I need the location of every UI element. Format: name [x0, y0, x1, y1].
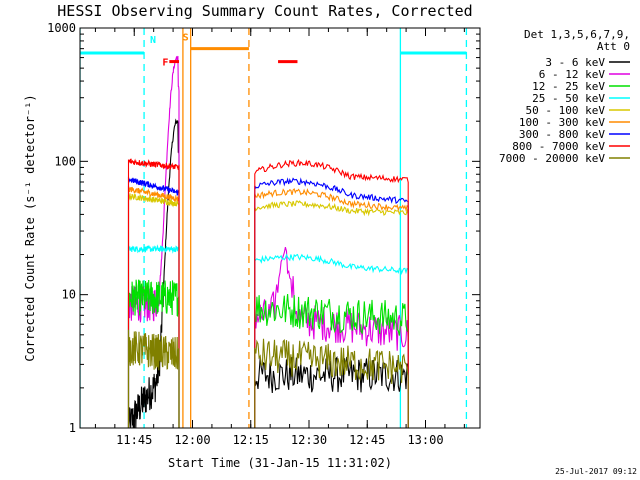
y-tick-label: 1 — [69, 421, 76, 435]
series-8-segment-1 — [254, 338, 409, 428]
series-2-segment-1 — [254, 293, 409, 428]
markers-layer — [80, 28, 468, 428]
x-tick-label: 12:45 — [349, 433, 385, 447]
flag-label-0: N — [150, 35, 156, 46]
series-4-segment-0 — [127, 193, 180, 428]
series-layer — [127, 55, 409, 428]
flag-label-3: F — [162, 58, 168, 69]
chart-title: HESSI Observing Summary Count Rates, Cor… — [57, 2, 472, 20]
x-axis-label: Start Time (31-Jan-15 11:31:02) — [168, 456, 392, 470]
series-7 — [127, 158, 409, 428]
series-2 — [127, 279, 409, 428]
legend-entry-2: 12 - 25 keV — [532, 80, 605, 93]
orbit-bars-layer: N S F — [80, 33, 467, 69]
legend-entry-6: 300 - 800 keV — [519, 128, 605, 141]
x-tick-label: 13:00 — [407, 433, 443, 447]
y-tick-label: 10 — [62, 288, 76, 302]
y-axis-label: Corrected Count Rate (s⁻¹ detector⁻¹) — [23, 94, 37, 361]
series-8 — [127, 329, 409, 428]
series-0-segment-0 — [127, 118, 180, 428]
legend-entry-7: 800 - 7000 keV — [512, 140, 605, 153]
series-2-segment-0 — [127, 279, 180, 428]
series-8-segment-0 — [127, 329, 180, 428]
series-7-segment-1 — [254, 158, 409, 428]
legend-entry-4: 50 - 100 keV — [526, 104, 606, 117]
x-tick-label: 12:00 — [174, 433, 210, 447]
series-5-segment-0 — [127, 185, 180, 428]
legend-title-line-1: Det 1,3,5,6,7,9, — [524, 28, 630, 41]
legend-entry-3: 25 - 50 keV — [532, 92, 605, 105]
series-3-segment-0 — [127, 244, 180, 428]
series-1-segment-1 — [254, 246, 409, 428]
flag-label-2: S — [183, 33, 189, 44]
series-5-segment-1 — [254, 188, 409, 428]
series-1-segment-0 — [127, 55, 180, 428]
y-tick-label: 100 — [54, 154, 76, 168]
y-tick-label: 1000 — [47, 21, 76, 35]
legend-title-line-2: Att 0 — [597, 40, 630, 53]
tick-labels: 1 10 100 1000 11:45 12:00 12:15 12:30 12:45 13:00 — [47, 21, 443, 447]
legend-entry-1: 6 - 12 keV — [539, 68, 606, 81]
legend-entry-8: 7000 - 20000 keV — [499, 152, 605, 165]
series-5 — [127, 185, 409, 428]
axes — [79, 27, 481, 429]
x-tick-label: 11:45 — [116, 433, 152, 447]
series-4-segment-1 — [254, 200, 409, 428]
series-7-segment-0 — [127, 158, 180, 428]
series-3-segment-1 — [254, 253, 409, 428]
x-tick-label: 12:15 — [233, 433, 269, 447]
series-6-segment-0 — [127, 176, 180, 428]
footer-timestamp: 25-Jul-2017 09:12 — [555, 467, 637, 476]
legend-entry-0: 3 - 6 keV — [545, 56, 605, 69]
x-tick-label: 12:30 — [291, 433, 327, 447]
legend-entry-5: 100 - 300 keV — [519, 116, 605, 129]
series-4 — [127, 193, 409, 428]
plot-frame — [79, 27, 481, 429]
series-6-segment-1 — [254, 177, 409, 428]
series-3 — [127, 244, 409, 428]
series-6 — [127, 176, 409, 428]
